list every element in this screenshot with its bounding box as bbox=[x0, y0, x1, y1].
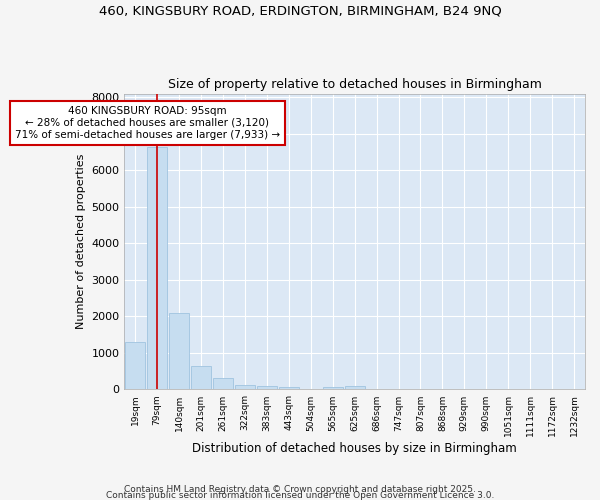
Bar bbox=[301, 389, 320, 390]
Title: Size of property relative to detached houses in Birmingham: Size of property relative to detached ho… bbox=[168, 78, 542, 91]
Bar bbox=[257, 386, 277, 390]
Bar bbox=[323, 388, 343, 390]
Y-axis label: Number of detached properties: Number of detached properties bbox=[76, 154, 86, 329]
Bar bbox=[279, 388, 299, 390]
Text: Contains public sector information licensed under the Open Government Licence 3.: Contains public sector information licen… bbox=[106, 490, 494, 500]
Bar bbox=[125, 342, 145, 390]
Text: Contains HM Land Registry data © Crown copyright and database right 2025.: Contains HM Land Registry data © Crown c… bbox=[124, 484, 476, 494]
Text: 460, KINGSBURY ROAD, ERDINGTON, BIRMINGHAM, B24 9NQ: 460, KINGSBURY ROAD, ERDINGTON, BIRMINGH… bbox=[98, 5, 502, 18]
Bar bbox=[235, 384, 255, 390]
Text: 460 KINGSBURY ROAD: 95sqm
← 28% of detached houses are smaller (3,120)
71% of se: 460 KINGSBURY ROAD: 95sqm ← 28% of detac… bbox=[15, 106, 280, 140]
Bar bbox=[191, 366, 211, 390]
Bar bbox=[148, 146, 167, 390]
Bar bbox=[345, 386, 365, 390]
Bar bbox=[169, 312, 189, 390]
X-axis label: Distribution of detached houses by size in Birmingham: Distribution of detached houses by size … bbox=[192, 442, 517, 455]
Bar bbox=[213, 378, 233, 390]
